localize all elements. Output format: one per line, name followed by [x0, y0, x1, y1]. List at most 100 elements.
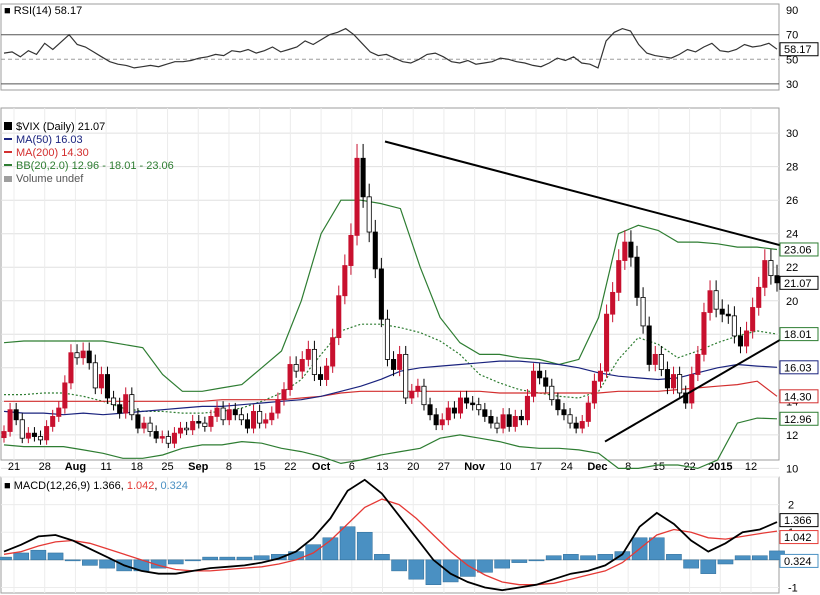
macd-hist-bar — [339, 526, 356, 561]
candle — [695, 345, 701, 382]
candle — [756, 276, 762, 316]
rsi-line — [3, 27, 778, 69]
candle — [293, 356, 299, 378]
macd-hist-bar — [356, 531, 373, 561]
candle — [500, 408, 506, 434]
macd-hist-bar — [13, 552, 29, 561]
candle — [257, 404, 263, 429]
candle — [159, 430, 165, 444]
x-axis-label: 20 — [407, 461, 419, 473]
candle — [622, 230, 628, 270]
bb-lower-tag-text: 12.96 — [784, 414, 812, 426]
macd-signal-tag: 1.042 — [779, 530, 819, 545]
candle — [531, 363, 537, 403]
candle — [208, 409, 214, 432]
candle — [451, 401, 457, 419]
price-legend: $VIX (Daily) 21.07 MA(50) 16.03 MA(200) … — [4, 121, 174, 185]
candle — [403, 345, 409, 404]
candle — [750, 297, 756, 339]
candle — [232, 402, 238, 421]
candle — [25, 427, 31, 444]
x-axis-label: 10 — [499, 461, 511, 473]
x-axis-label: 2015 — [708, 461, 732, 473]
rsi-tick-label: 30 — [786, 79, 798, 91]
macd-hist-bar — [477, 559, 493, 573]
candle — [378, 257, 384, 328]
candle — [111, 390, 117, 411]
candle — [494, 416, 500, 434]
candle — [92, 354, 98, 395]
candle — [634, 245, 640, 306]
macd-hist-bar — [185, 559, 201, 562]
bb-lower-line — [3, 417, 778, 470]
price-tick-label: 28 — [786, 162, 798, 174]
bb-middle-tag: 18.01 — [779, 327, 819, 342]
candle — [184, 421, 190, 435]
candle — [165, 430, 171, 449]
chart-menu-icon — [4, 122, 12, 130]
x-axis-label: 15 — [254, 461, 266, 473]
x-axis-label: 25 — [161, 461, 173, 473]
candle — [31, 427, 37, 442]
x-axis-label: Sep — [188, 461, 208, 473]
candle — [299, 351, 305, 378]
candle — [281, 382, 287, 406]
candle — [524, 389, 530, 426]
candle — [518, 409, 524, 426]
support-trendline — [604, 338, 782, 443]
price-last-value-tags: 23.06 21.07 18.01 16.03 14.30 12.96 — [779, 242, 819, 426]
candle — [171, 427, 177, 449]
macd-hist-bar — [219, 556, 236, 561]
candle — [190, 415, 196, 435]
x-axis-label: 17 — [530, 461, 542, 473]
candle — [311, 340, 317, 382]
candle — [640, 287, 646, 334]
candle — [567, 408, 573, 429]
x-axis-label: Oct — [312, 461, 331, 473]
candle — [366, 183, 372, 243]
candle — [324, 358, 330, 386]
candle — [768, 249, 774, 285]
macd-hist-bar — [253, 555, 270, 561]
candle — [104, 366, 111, 404]
candle — [725, 304, 731, 324]
macd-hist-bar — [99, 559, 115, 569]
bb-upper-line — [3, 199, 778, 392]
candle — [555, 392, 561, 416]
candle — [7, 402, 13, 437]
candle — [707, 280, 713, 321]
candle — [652, 345, 658, 372]
candle — [409, 383, 415, 404]
candle — [579, 415, 585, 434]
candle — [177, 421, 184, 439]
candle — [628, 230, 634, 267]
candle — [737, 326, 744, 354]
candle — [543, 370, 549, 393]
ma50-tag: 16.03 — [779, 360, 819, 375]
macd-hist-bar — [666, 554, 682, 561]
candle — [683, 385, 689, 409]
macd-grid — [1, 476, 779, 593]
x-axis-label: 8 — [226, 461, 232, 473]
macd-histogram — [0, 526, 785, 585]
candle — [269, 406, 275, 426]
macd-line — [3, 478, 778, 592]
candle — [317, 366, 324, 386]
x-axis-label: 15 — [653, 461, 665, 473]
macd-hist-bar — [717, 559, 734, 565]
candle — [488, 409, 494, 429]
candle — [37, 430, 44, 445]
legend-ma200: MA(200) 14.30 — [16, 147, 89, 159]
candle — [135, 408, 141, 434]
candle — [391, 351, 397, 377]
candle — [433, 408, 439, 431]
ma200-tag: 14.30 — [779, 389, 819, 404]
rsi-last-value-text: 58.17 — [784, 44, 812, 56]
candle — [244, 413, 250, 434]
legend-ma50: MA(50) 16.03 — [16, 134, 83, 146]
candle — [464, 390, 470, 409]
candle — [226, 402, 232, 426]
chart-menu-icon: ■ — [4, 5, 11, 17]
x-axis-label: 18 — [131, 461, 143, 473]
